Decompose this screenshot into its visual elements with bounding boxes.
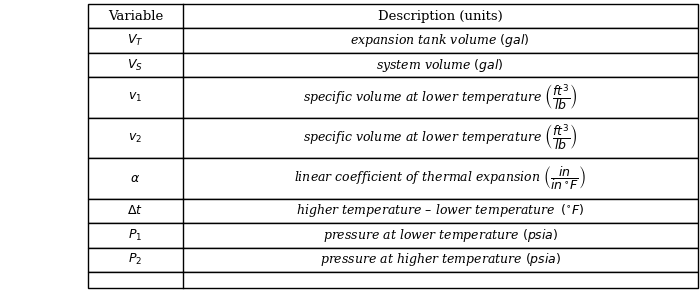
Text: specific volume at lower temperature $\left(\dfrac{ft^3}{lb}\right)$: specific volume at lower temperature $\l… <box>303 123 578 153</box>
Bar <box>88 118 698 158</box>
Bar <box>88 77 698 118</box>
Bar <box>88 248 698 272</box>
Text: expansion tank volume $(gal)$: expansion tank volume $(gal)$ <box>351 32 530 49</box>
Bar <box>88 223 698 248</box>
Text: Variable: Variable <box>108 10 163 23</box>
Text: $v_1$: $v_1$ <box>128 91 142 104</box>
Bar <box>88 4 698 29</box>
Bar <box>88 29 698 53</box>
Text: $V_S$: $V_S$ <box>127 58 144 73</box>
Text: $v_2$: $v_2$ <box>128 131 142 145</box>
Text: Description (units): Description (units) <box>378 10 503 23</box>
Text: system volume $(gal)$: system volume $(gal)$ <box>377 57 504 74</box>
Text: $\alpha$: $\alpha$ <box>130 172 140 185</box>
Text: pressure at higher temperature $(psia)$: pressure at higher temperature $(psia)$ <box>320 251 561 268</box>
Text: $P_2$: $P_2$ <box>128 252 142 267</box>
Bar <box>88 158 698 199</box>
Bar <box>88 53 698 77</box>
Text: $\Delta t$: $\Delta t$ <box>127 204 144 217</box>
Bar <box>88 199 698 223</box>
Text: $V_T$: $V_T$ <box>127 33 144 48</box>
Text: higher temperature – lower temperature $\,(^{\circ}F)$: higher temperature – lower temperature $… <box>296 202 584 219</box>
Bar <box>88 272 698 288</box>
Text: specific volume at lower temperature $\left(\dfrac{ft^3}{lb}\right)$: specific volume at lower temperature $\l… <box>303 82 578 113</box>
Text: linear coefficient of thermal expansion $\left(\dfrac{in}{in\,^{\circ}F}\right)$: linear coefficient of thermal expansion … <box>294 164 587 192</box>
Text: pressure at lower temperature $(psia)$: pressure at lower temperature $(psia)$ <box>323 227 558 244</box>
Text: $P_1$: $P_1$ <box>128 228 142 243</box>
